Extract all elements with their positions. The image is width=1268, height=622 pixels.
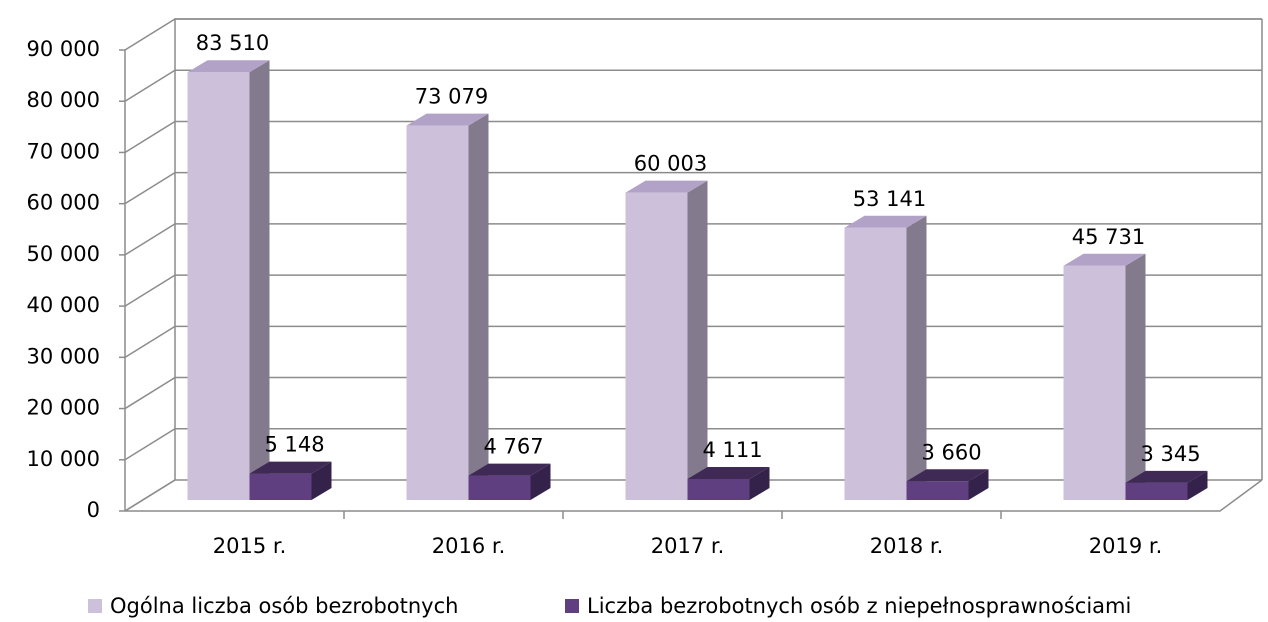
legend-swatch: [88, 599, 102, 613]
grid-line: [124, 69, 1262, 102]
y-tick-label: 0: [87, 498, 100, 522]
bar-top: [249, 461, 332, 474]
bar-top: [468, 463, 551, 476]
bar-front: [844, 227, 907, 500]
bar-top: [1063, 253, 1146, 266]
bar-front: [406, 125, 469, 500]
value-label: 60 003: [634, 152, 707, 176]
bar: [249, 461, 332, 500]
bar-front: [468, 475, 531, 500]
legend-swatch: [565, 599, 579, 613]
bar-side: [1187, 470, 1208, 500]
bar-top: [687, 466, 770, 479]
bar: [1125, 470, 1208, 500]
x-tick-label: 2016 r.: [432, 534, 506, 558]
bar-front: [187, 72, 250, 500]
value-label: 45 731: [1072, 225, 1145, 249]
bar: [1063, 253, 1146, 500]
grid-line: [124, 171, 1262, 205]
bar: [906, 469, 989, 500]
grid-line: [124, 120, 1262, 154]
x-tick-label: 2017 r.: [651, 534, 725, 558]
value-label: 3 660: [921, 440, 981, 464]
bar-front: [906, 481, 969, 500]
bar-side: [1125, 253, 1146, 500]
bar-front: [625, 192, 688, 500]
bar-side: [249, 60, 270, 500]
bar-side: [311, 461, 332, 500]
bar-top: [187, 60, 270, 73]
bar: [625, 180, 708, 500]
legend-label: Liczba bezrobotnych osób z niepełnospraw…: [587, 594, 1131, 618]
y-tick-label: 60 000: [27, 191, 100, 215]
bar-top: [906, 469, 989, 482]
value-label: 4 767: [483, 435, 543, 459]
y-tick-label: 80 000: [27, 88, 100, 112]
bar-front: [1063, 265, 1126, 500]
bar-side: [468, 113, 489, 500]
y-tick-label: 40 000: [27, 293, 100, 317]
bar-side: [687, 180, 708, 500]
y-tick-label: 20 000: [27, 396, 100, 420]
bar-side: [968, 469, 989, 500]
value-label: 83 510: [196, 31, 269, 55]
bar-front: [1125, 482, 1188, 500]
x-tick-label: 2015 r.: [213, 534, 287, 558]
bar-side: [749, 466, 770, 500]
x-tick-label: 2018 r.: [870, 534, 944, 558]
x-tick-label: 2019 r.: [1089, 534, 1163, 558]
value-label: 5 148: [264, 433, 324, 457]
legend-label: Ogólna liczba osób bezrobotnych: [110, 594, 458, 618]
grid-line: [124, 18, 1262, 51]
value-label: 3 345: [1140, 442, 1200, 466]
floor: [125, 479, 1263, 512]
bar-side: [530, 463, 551, 500]
y-tick-label: 10 000: [27, 447, 100, 471]
value-label: 4 111: [702, 438, 762, 462]
bar: [187, 60, 270, 500]
bar-front: [687, 478, 750, 500]
bar-top: [625, 180, 708, 193]
bar-top: [406, 113, 489, 126]
bar-side: [906, 215, 927, 500]
y-tick-label: 50 000: [27, 242, 100, 266]
bar: [844, 215, 927, 500]
bar: [468, 463, 551, 500]
y-tick-label: 30 000: [27, 344, 100, 368]
bar-front: [249, 473, 312, 500]
value-label: 73 079: [415, 85, 488, 109]
bar-top: [1125, 470, 1208, 483]
value-label: 53 141: [853, 187, 926, 211]
y-tick-label: 90 000: [27, 37, 100, 61]
bar: [687, 466, 770, 500]
y-tick-label: 70 000: [27, 139, 100, 163]
bar-top: [844, 215, 927, 228]
bar: [406, 113, 489, 500]
